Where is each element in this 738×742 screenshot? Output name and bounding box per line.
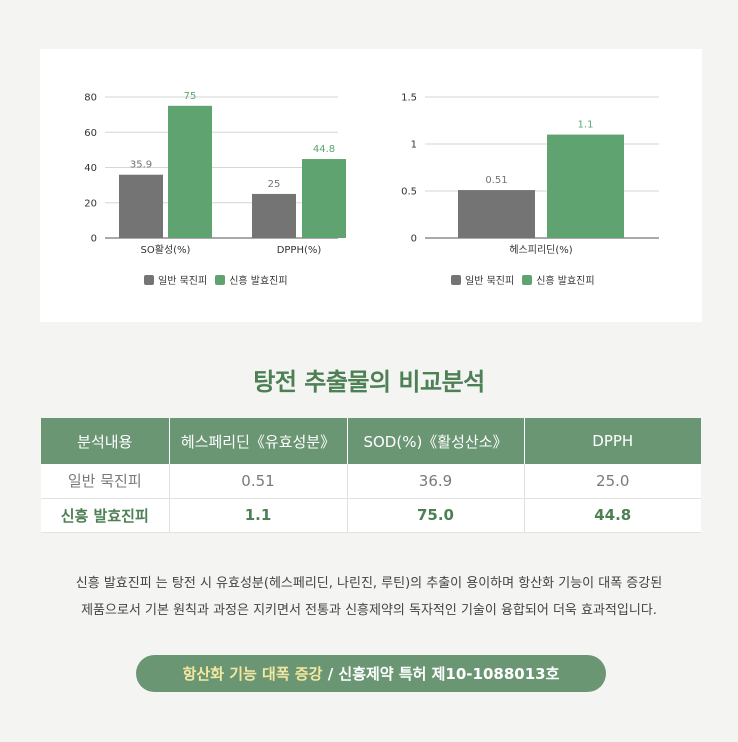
- table-cell: 일반 묵진피: [41, 464, 170, 499]
- table-cell: 75.0: [347, 498, 525, 533]
- legend-item-series2: 신흥 발효진피: [522, 272, 595, 287]
- table-cell: 0.51: [169, 464, 348, 499]
- comparison-charts: 02040608035.975SO활성(%)2544.8DPPH(%)00.51…: [84, 91, 659, 256]
- bar: [168, 105, 212, 238]
- bar: [252, 193, 296, 238]
- comparison-table: 분석내용 헤스페리딘《유효성분》 SOD(%)《활성산소》 DPPH 일반 묵진…: [41, 418, 701, 533]
- table-cell: 36.9: [347, 464, 525, 499]
- table-header-cell: 헤스페리딘《유효성분》: [169, 418, 348, 464]
- chart2-legend: 일반 묵진피 신흥 발효진피: [451, 272, 595, 287]
- y-tick-label: 40: [84, 163, 97, 174]
- x-category-label: DPPH(%): [277, 245, 322, 256]
- legend-swatch-series1: [144, 274, 154, 285]
- table-cell: 25.0: [524, 464, 701, 499]
- x-category-label: SO활성(%): [141, 243, 191, 256]
- legend-swatch-series2: [215, 274, 226, 285]
- table-cell: 신흥 발효진피: [41, 498, 170, 533]
- y-tick-label: 20: [84, 198, 97, 209]
- description-line: 제품으로서 기본 원칙과 과정은 지키면서 전통과 신흥제약의 독자적인 기술이…: [81, 603, 657, 618]
- legend-label-series1: 일반 묵진피: [465, 276, 515, 287]
- legend-item-series2: 신흥 발효진피: [215, 272, 288, 287]
- chart1-legend: 일반 묵진피 신흥 발효진피: [144, 272, 288, 287]
- table-header-cell: DPPH: [524, 418, 701, 464]
- y-tick-label: 1.5: [401, 93, 417, 104]
- legend-swatch-series1: [451, 274, 461, 285]
- y-tick-label: 0.5: [401, 187, 417, 198]
- legend-label-series1: 일반 묵진피: [158, 276, 208, 287]
- bar: [302, 159, 346, 238]
- table-header-cell: SOD(%)《활성산소》: [347, 418, 525, 464]
- legend-label-series2: 신흥 발효진피: [229, 276, 288, 287]
- legend-item-series1: 일반 묵진피: [451, 272, 514, 287]
- y-tick-label: 60: [84, 128, 97, 139]
- bar: [119, 174, 163, 238]
- patent-badge: 항산화 기능 대폭 증강 / 신흥제약 특허 제10-1088013호: [136, 655, 606, 692]
- y-tick-label: 1: [411, 140, 417, 151]
- page-title: 탕전 추출물의 비교분석: [253, 368, 485, 396]
- y-tick-label: 80: [84, 93, 97, 104]
- x-category-label: 헤스피리딘(%): [509, 244, 572, 256]
- data-label: 0.51: [485, 175, 507, 186]
- chart-panel: 0 20 40 60 80 35.9 75 SO활성(%) 25 44.8 DPPH(%) 0 0.5 1…: [40, 49, 702, 322]
- legend-item-series1: 일반 묵진피: [144, 272, 207, 287]
- legend-label-series2: 신흥 발효진피: [536, 276, 595, 287]
- data-label: 35.9: [130, 160, 152, 171]
- data-label: 44.8: [313, 144, 335, 155]
- description: 신흥 발효진피 는 탕전 시 유효성분(헤스페리딘, 나린진, 루틴)의 추출이…: [0, 570, 738, 624]
- table-cell: 1.1: [169, 498, 348, 533]
- data-label: 75: [184, 91, 197, 102]
- table-row: 일반 묵진피 0.51 36.9 25.0: [41, 464, 701, 499]
- table-row: 신흥 발효진피 1.1 75.0 44.8: [41, 498, 701, 533]
- patent-badge-text: / 신흥제약 특허 제10-1088013호: [322, 665, 560, 683]
- description-line: 신흥 발효진피 는 탕전 시 유효성분(헤스페리딘, 나린진, 루틴)의 추출이…: [75, 576, 663, 591]
- legend-swatch-series2: [522, 274, 533, 285]
- bar: [458, 190, 535, 238]
- y-tick-label: 0: [411, 234, 417, 245]
- data-label: 25: [268, 179, 281, 190]
- table-cell: 44.8: [524, 498, 701, 533]
- bar: [547, 134, 624, 238]
- patent-badge-highlight: 항산화 기능 대폭 증강: [182, 665, 323, 683]
- table-header-cell: 분석내용: [41, 418, 170, 464]
- y-tick-label: 0: [91, 234, 97, 245]
- data-label: 1.1: [578, 120, 594, 131]
- table-header-row: 분석내용 헤스페리딘《유효성분》 SOD(%)《활성산소》 DPPH: [41, 418, 701, 464]
